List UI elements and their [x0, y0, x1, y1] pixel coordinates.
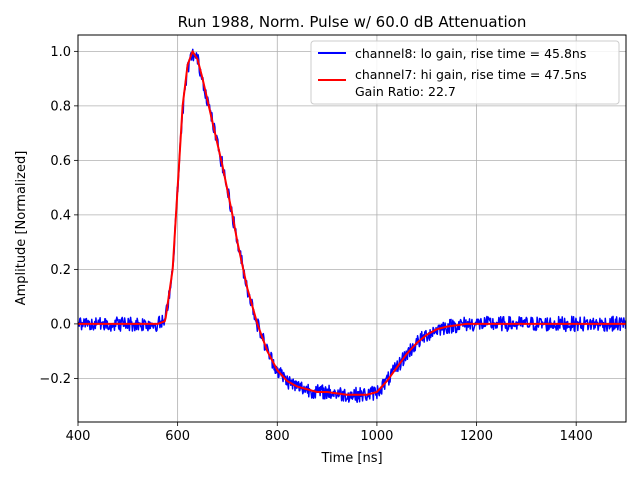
- y-tick-label: −0.2: [39, 372, 71, 387]
- x-tick-label: 600: [165, 429, 190, 444]
- y-tick-label: 0.4: [50, 208, 71, 223]
- legend-entry-channel8: channel8: lo gain, rise time = 45.8ns: [355, 46, 586, 61]
- y-tick-label: 0.0: [50, 317, 71, 332]
- y-tick-label: 0.8: [50, 99, 71, 114]
- x-axis-label: Time [ns]: [320, 451, 382, 466]
- ticks: 400 600 800 1000 1200 1400 −0.2 0.0 0.2 0.4 0.6 0.8…: [39, 45, 592, 444]
- y-tick-label: 0.2: [50, 263, 71, 278]
- series-layer: [77, 48, 627, 403]
- x-tick-label: 400: [66, 429, 91, 444]
- legend-annotation-gain-ratio: Gain Ratio: 22.7: [355, 84, 456, 99]
- legend: channel8: lo gain, rise time = 45.8ns ch…: [310, 40, 620, 105]
- y-tick-label: 1.0: [50, 45, 71, 60]
- y-axis-label: Amplitude [Normalized]: [14, 151, 29, 306]
- x-tick-label: 1000: [360, 429, 393, 444]
- chart-title: Run 1988, Norm. Pulse w/ 60.0 dB Attenua…: [178, 13, 527, 31]
- x-tick-label: 1400: [560, 429, 593, 444]
- x-tick-label: 1200: [460, 429, 493, 444]
- legend-entry-channel7: channel7: hi gain, rise time = 47.5ns: [355, 67, 587, 82]
- legend-box: [310, 40, 620, 105]
- series-line-channel7: [78, 50, 626, 396]
- plot-frame: [77, 34, 627, 423]
- x-tick-label: 800: [265, 429, 290, 444]
- y-tick-label: 0.6: [50, 154, 71, 169]
